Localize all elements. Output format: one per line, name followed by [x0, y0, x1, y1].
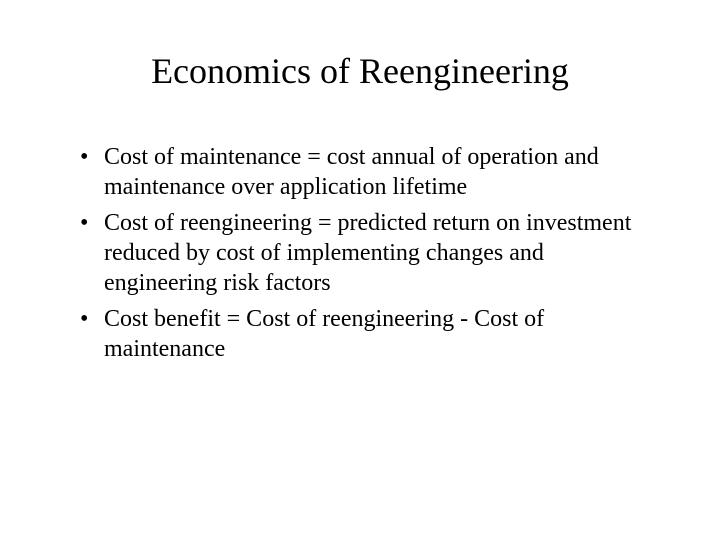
bullet-item: Cost of maintenance = cost annual of ope… [80, 142, 660, 202]
slide: Economics of Reengineering Cost of maint… [0, 0, 720, 540]
bullet-list: Cost of maintenance = cost annual of ope… [60, 142, 660, 364]
bullet-item: Cost of reengineering = predicted return… [80, 208, 660, 298]
slide-title: Economics of Reengineering [60, 50, 660, 92]
bullet-item: Cost benefit = Cost of reengineering - C… [80, 304, 660, 364]
